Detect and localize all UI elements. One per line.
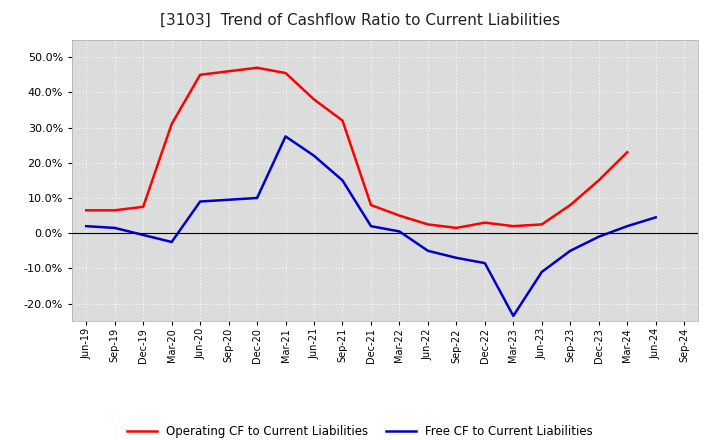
Line: Free CF to Current Liabilities: Free CF to Current Liabilities xyxy=(86,136,656,316)
Free CF to Current Liabilities xyxy=(480,260,489,266)
Text: [3103]  Trend of Cashflow Ratio to Current Liabilities: [3103] Trend of Cashflow Ratio to Curren… xyxy=(160,13,560,28)
Free CF to Current Liabilities xyxy=(452,255,461,260)
Operating CF to Current Liabilities xyxy=(282,70,290,76)
Operating CF to Current Liabilities xyxy=(566,202,575,208)
Operating CF to Current Liabilities xyxy=(310,97,318,102)
Operating CF to Current Liabilities xyxy=(423,222,432,227)
Free CF to Current Liabilities xyxy=(366,224,375,229)
Operating CF to Current Liabilities xyxy=(595,178,603,183)
Operating CF to Current Liabilities xyxy=(452,225,461,231)
Operating CF to Current Liabilities xyxy=(623,150,631,155)
Operating CF to Current Liabilities xyxy=(167,121,176,127)
Operating CF to Current Liabilities xyxy=(509,224,518,229)
Operating CF to Current Liabilities xyxy=(225,69,233,74)
Operating CF to Current Liabilities xyxy=(82,208,91,213)
Operating CF to Current Liabilities xyxy=(139,204,148,209)
Operating CF to Current Liabilities xyxy=(537,222,546,227)
Free CF to Current Liabilities xyxy=(566,248,575,253)
Free CF to Current Liabilities xyxy=(509,313,518,319)
Free CF to Current Liabilities xyxy=(253,195,261,201)
Free CF to Current Liabilities xyxy=(595,234,603,239)
Free CF to Current Liabilities xyxy=(423,248,432,253)
Free CF to Current Liabilities xyxy=(196,199,204,204)
Free CF to Current Liabilities xyxy=(537,269,546,275)
Operating CF to Current Liabilities xyxy=(196,72,204,77)
Free CF to Current Liabilities xyxy=(282,134,290,139)
Free CF to Current Liabilities xyxy=(82,224,91,229)
Free CF to Current Liabilities xyxy=(623,224,631,229)
Line: Operating CF to Current Liabilities: Operating CF to Current Liabilities xyxy=(86,68,627,228)
Operating CF to Current Liabilities xyxy=(110,208,119,213)
Free CF to Current Liabilities xyxy=(338,178,347,183)
Legend: Operating CF to Current Liabilities, Free CF to Current Liabilities: Operating CF to Current Liabilities, Fre… xyxy=(122,421,598,440)
Free CF to Current Liabilities xyxy=(139,232,148,238)
Free CF to Current Liabilities xyxy=(310,153,318,158)
Operating CF to Current Liabilities xyxy=(366,202,375,208)
Operating CF to Current Liabilities xyxy=(395,213,404,218)
Operating CF to Current Liabilities xyxy=(338,118,347,123)
Free CF to Current Liabilities xyxy=(652,215,660,220)
Free CF to Current Liabilities xyxy=(110,225,119,231)
Operating CF to Current Liabilities xyxy=(480,220,489,225)
Operating CF to Current Liabilities xyxy=(253,65,261,70)
Free CF to Current Liabilities xyxy=(167,239,176,245)
Free CF to Current Liabilities xyxy=(395,229,404,234)
Free CF to Current Liabilities xyxy=(225,197,233,202)
